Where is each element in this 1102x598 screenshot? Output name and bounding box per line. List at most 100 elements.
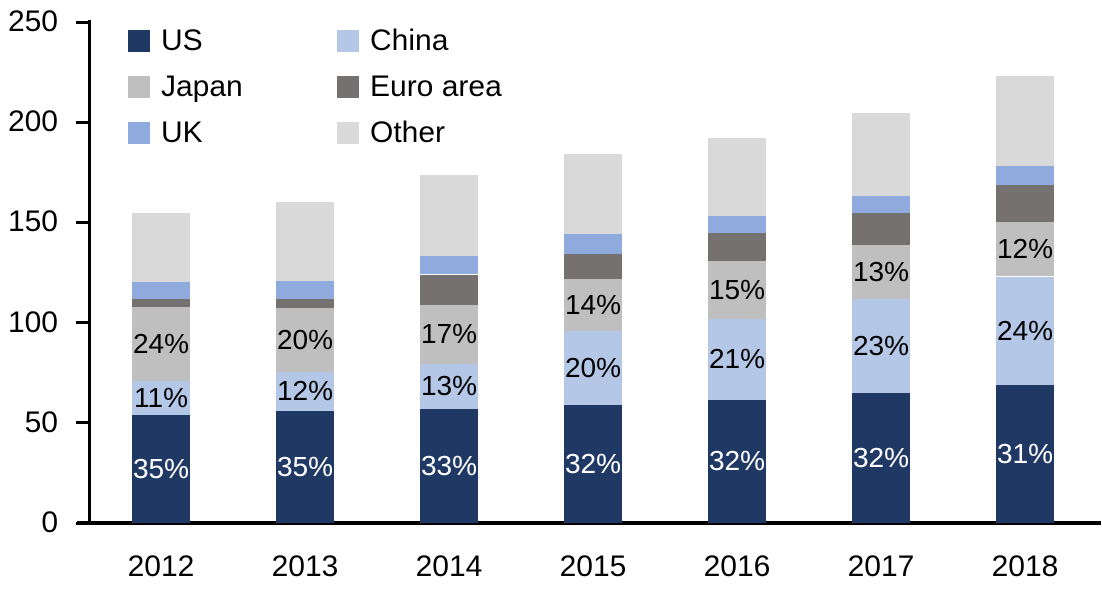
segment-percent-label: 32% — [852, 441, 910, 473]
bar-segment-euro-area-2013 — [276, 298, 334, 308]
bar-segment-uk-2012 — [132, 281, 190, 299]
segment-percent-label: 33% — [420, 449, 478, 481]
bar-segment-japan-2018: 12% — [996, 222, 1054, 277]
bar-segment-china-2016: 21% — [708, 318, 766, 400]
segment-percent-label: 14% — [564, 288, 622, 320]
segment-percent-label: 32% — [564, 447, 622, 479]
segment-percent-label: 20% — [276, 323, 334, 355]
segment-percent-label: 23% — [852, 329, 910, 361]
legend-swatch-icon — [337, 30, 359, 52]
bar-segment-other-2013 — [276, 202, 334, 281]
bar-segment-us-2012: 35% — [132, 414, 190, 523]
bar-segment-other-2016 — [708, 138, 766, 217]
bar-segment-uk-2018 — [996, 166, 1054, 186]
legend-item-uk: UK — [128, 116, 203, 150]
bar-segment-china-2018: 24% — [996, 276, 1054, 385]
legend-label: Japan — [161, 70, 243, 103]
bar-segment-japan-2016: 15% — [708, 261, 766, 319]
bar-segment-other-2015 — [564, 154, 622, 235]
x-tick-label-2016: 2016 — [703, 550, 771, 583]
legend-label: Other — [370, 116, 446, 149]
segment-percent-label: 21% — [708, 343, 766, 375]
bar-segment-uk-2013 — [276, 280, 334, 299]
y-tick-label: 0 — [41, 506, 58, 539]
segment-percent-label: 12% — [276, 375, 334, 407]
legend-swatch-icon — [128, 30, 150, 52]
segment-percent-label: 20% — [564, 351, 622, 383]
bar-segment-japan-2012: 24% — [132, 306, 190, 381]
bar-segment-euro-area-2015 — [564, 254, 622, 279]
segment-percent-label: 35% — [276, 450, 334, 482]
y-tick-label: 100 — [7, 305, 58, 339]
bar-segment-uk-2017 — [852, 196, 910, 214]
x-tick-label-2012: 2012 — [127, 550, 195, 583]
y-axis-line — [88, 20, 91, 525]
bar-segment-us-2014: 33% — [420, 408, 478, 523]
x-tick-label-2015: 2015 — [559, 550, 627, 583]
segment-percent-label: 15% — [708, 274, 766, 306]
x-tick-label-2014: 2014 — [415, 550, 483, 583]
legend-swatch-icon — [128, 76, 150, 98]
legend-swatch-icon — [337, 76, 359, 98]
bar-segment-us-2016: 32% — [708, 399, 766, 523]
legend-item-china: China — [337, 24, 448, 58]
bar-segment-other-2017 — [852, 113, 910, 197]
bar-segment-uk-2014 — [420, 256, 478, 275]
segment-percent-label: 24% — [132, 327, 190, 359]
bar-segment-china-2015: 20% — [564, 330, 622, 405]
bar-segment-china-2017: 23% — [852, 298, 910, 393]
legend-swatch-icon — [337, 122, 359, 144]
bar-segment-china-2013: 12% — [276, 371, 334, 411]
segment-percent-label: 17% — [420, 318, 478, 350]
segment-percent-label: 24% — [996, 314, 1054, 346]
y-tick-mark — [76, 421, 89, 425]
segment-percent-label: 12% — [996, 233, 1054, 265]
bar-segment-china-2012: 11% — [132, 380, 190, 415]
segment-percent-label: 32% — [708, 445, 766, 477]
y-tick-mark — [76, 521, 89, 525]
y-tick-mark — [76, 220, 89, 224]
segment-percent-label: 13% — [852, 255, 910, 287]
legend-item-us: US — [128, 24, 203, 58]
x-tick-label-2018: 2018 — [991, 550, 1059, 583]
bar-segment-uk-2016 — [708, 216, 766, 234]
bar-segment-other-2012 — [132, 213, 190, 282]
legend-label: China — [370, 24, 449, 57]
bar-segment-euro-area-2012 — [132, 298, 190, 307]
y-tick-mark — [76, 120, 89, 124]
legend-item-japan: Japan — [128, 70, 243, 104]
legend-label: US — [161, 24, 203, 57]
bar-segment-other-2014 — [420, 175, 478, 257]
legend-label: Euro area — [370, 70, 502, 103]
bar-segment-euro-area-2017 — [852, 213, 910, 246]
bar-segment-japan-2014: 17% — [420, 304, 478, 364]
bar-segment-euro-area-2018 — [996, 185, 1054, 223]
y-tick-mark — [76, 20, 89, 24]
y-tick-label: 50 — [24, 405, 58, 439]
bar-segment-us-2013: 35% — [276, 410, 334, 523]
bar-segment-us-2017: 32% — [852, 392, 910, 523]
bar-segment-china-2014: 13% — [420, 363, 478, 409]
bar-segment-us-2015: 32% — [564, 404, 622, 523]
segment-percent-label: 31% — [996, 437, 1054, 469]
bar-segment-uk-2015 — [564, 234, 622, 255]
y-tick-label: 150 — [7, 205, 58, 239]
legend-swatch-icon — [128, 122, 150, 144]
x-axis-line — [77, 521, 1101, 525]
x-tick-label-2017: 2017 — [847, 550, 915, 583]
bar-segment-other-2018 — [996, 76, 1054, 167]
segment-percent-label: 13% — [420, 370, 478, 402]
legend-label: UK — [161, 116, 203, 149]
bar-segment-euro-area-2014 — [420, 274, 478, 305]
segment-percent-label: 11% — [134, 381, 188, 413]
segment-percent-label: 35% — [132, 452, 190, 484]
y-tick-label: 200 — [7, 105, 58, 139]
bar-segment-japan-2017: 13% — [852, 245, 910, 299]
bar-segment-us-2018: 31% — [996, 384, 1054, 523]
bar-segment-japan-2015: 14% — [564, 278, 622, 331]
x-tick-label-2013: 2013 — [271, 550, 339, 583]
y-tick-mark — [76, 321, 89, 325]
bar-segment-japan-2013: 20% — [276, 307, 334, 372]
legend-item-euro-area: Euro area — [337, 70, 502, 104]
